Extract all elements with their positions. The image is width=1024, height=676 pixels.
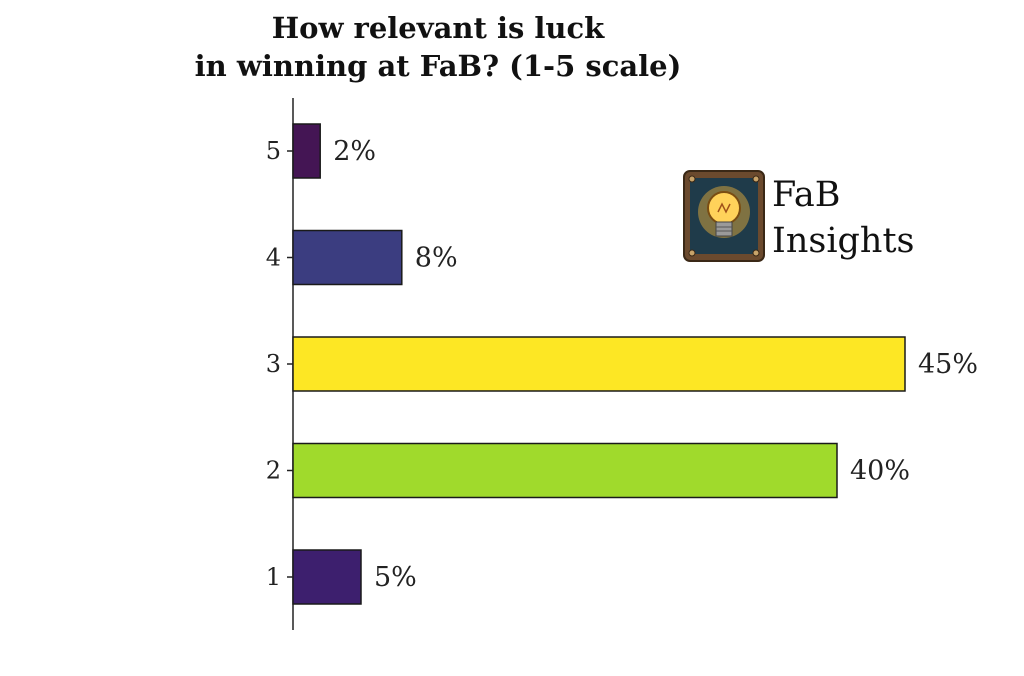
value-label-1: 5% (374, 562, 417, 593)
y-tick-label-2: 2 (266, 457, 281, 485)
bar-1 (292, 549, 362, 605)
chart-title-line-2: in winning at FaB? (1-5 scale) (195, 49, 682, 83)
y-tick-label-1: 1 (266, 563, 281, 591)
y-tick-label-3: 3 (266, 350, 281, 378)
bars-layer (292, 123, 906, 605)
bar-3 (292, 336, 906, 392)
bar-2 (292, 442, 838, 499)
chart-title-line-1: How relevant is luck (272, 11, 605, 45)
value-label-4: 8% (415, 243, 458, 274)
bar-5 (292, 123, 321, 179)
fab-insights-logo: FaB Insights (683, 170, 915, 262)
value-label-3: 45% (918, 349, 978, 380)
value-label-2: 40% (850, 456, 910, 487)
logo-text-line-1: FaB (772, 175, 841, 215)
value-label-5: 2% (333, 136, 376, 167)
value-labels-layer: 5% 40% 45% 8% 2% (333, 136, 978, 593)
ticks-layer: 1 2 3 4 5 (266, 137, 293, 591)
bar-4 (292, 229, 403, 286)
lightbulb-icon (683, 170, 765, 262)
logo-text-line-2: Insights (772, 221, 915, 261)
y-tick-label-5: 5 (266, 137, 281, 165)
y-tick-label-4: 4 (266, 244, 281, 272)
